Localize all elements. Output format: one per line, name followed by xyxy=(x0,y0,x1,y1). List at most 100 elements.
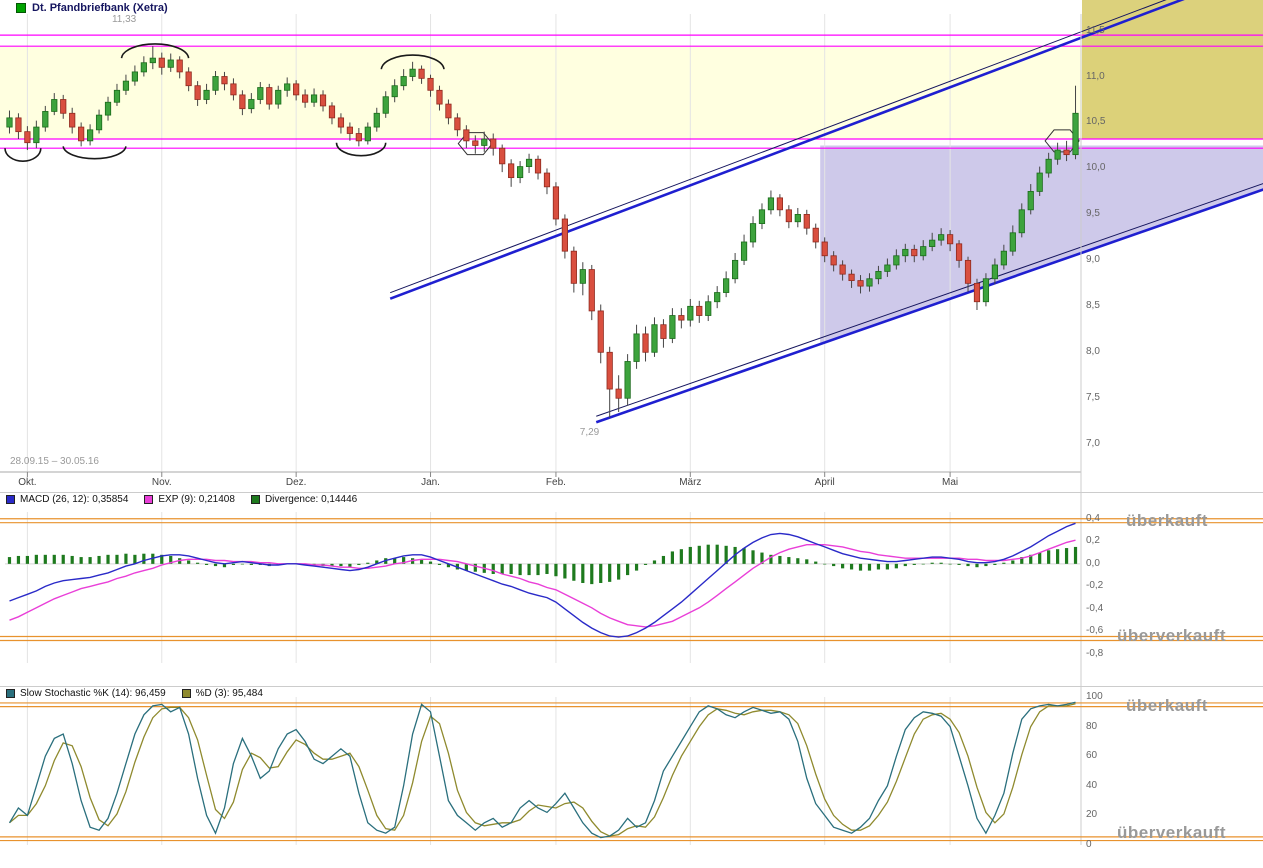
divergence-bar xyxy=(921,563,925,565)
divergence-bar xyxy=(419,559,424,564)
candle-down xyxy=(508,163,515,179)
divergence-bar xyxy=(984,563,988,567)
divergence-bar xyxy=(25,555,29,564)
candle-down xyxy=(955,243,963,261)
divergence-bar xyxy=(858,563,863,571)
candle-down xyxy=(552,186,560,220)
candle-down xyxy=(597,310,604,353)
candle-up xyxy=(284,83,291,91)
divergence-bar xyxy=(930,562,934,564)
candle-up xyxy=(651,324,658,353)
divergence-bar xyxy=(1047,550,1051,564)
stochastic-d-line xyxy=(9,703,1076,837)
divergence-bar xyxy=(697,545,701,564)
divergence-bar xyxy=(563,563,567,579)
candle-down xyxy=(158,57,165,68)
upper-trendline-thin xyxy=(390,0,1167,294)
candle-up xyxy=(866,278,873,287)
candle-down xyxy=(418,68,425,79)
candle-up xyxy=(42,111,49,128)
divergence-bar xyxy=(357,563,361,565)
divergence-bar xyxy=(124,553,128,564)
resistance-band xyxy=(0,46,1263,140)
divergence-bar xyxy=(742,548,746,564)
smile-arc-annotation xyxy=(335,142,387,157)
divergence-bar xyxy=(867,563,872,571)
candle-up xyxy=(633,333,640,362)
candle-up xyxy=(1027,191,1034,211)
divergence-bar xyxy=(500,563,504,574)
candle-down xyxy=(355,133,362,142)
candle-up xyxy=(669,315,676,339)
candle-up xyxy=(140,62,147,73)
divergence-bar xyxy=(1020,557,1024,564)
smile-arc-annotation xyxy=(62,146,127,160)
divergence-bar xyxy=(240,563,244,565)
divergence-bar xyxy=(473,563,477,572)
divergence-bar xyxy=(70,555,74,564)
candle-up xyxy=(248,99,255,110)
divergence-bar xyxy=(545,563,549,574)
candle-up xyxy=(624,361,631,399)
divergence-bar xyxy=(823,563,827,565)
candle-up xyxy=(794,213,801,223)
candle-up xyxy=(149,57,156,64)
divergence-bar xyxy=(715,544,719,564)
divergence-bar xyxy=(142,553,146,564)
candle-down xyxy=(176,59,183,73)
divergence-bar xyxy=(187,560,191,564)
divergence-bar xyxy=(706,544,710,564)
margin-khaki-band xyxy=(1082,0,1263,140)
candle-up xyxy=(275,89,282,105)
divergence-bar xyxy=(626,563,630,576)
candle-down xyxy=(588,269,595,312)
divergence-bar xyxy=(975,563,979,568)
divergence-bar xyxy=(169,555,173,564)
signal-line xyxy=(9,539,1076,628)
candle-down xyxy=(266,87,273,105)
divergence-bar xyxy=(79,557,83,564)
candle-up xyxy=(33,126,40,144)
divergence-bar xyxy=(16,555,21,564)
divergence-bar xyxy=(446,563,451,568)
divergence-bar xyxy=(115,554,119,564)
candle-down xyxy=(821,241,828,257)
candle-down xyxy=(69,112,76,128)
divergence-bar xyxy=(464,563,468,571)
candle-down xyxy=(911,248,918,257)
candle-up xyxy=(131,71,138,82)
candle-up xyxy=(1054,149,1061,160)
divergence-bar xyxy=(366,562,370,564)
candle-up xyxy=(875,270,882,280)
candle-up xyxy=(920,246,927,257)
divergence-bar xyxy=(832,563,836,567)
divergence-bar xyxy=(106,554,110,564)
divergence-bar xyxy=(661,555,666,564)
candle-down xyxy=(490,138,497,149)
divergence-bar xyxy=(912,563,916,565)
candle-down xyxy=(436,89,443,105)
candle-up xyxy=(758,209,766,224)
macd-panel xyxy=(0,512,1263,663)
divergence-bar xyxy=(769,554,773,564)
candle-up xyxy=(579,269,586,284)
candle-up xyxy=(364,126,371,142)
candle-up xyxy=(1036,172,1043,192)
divergence-bar xyxy=(849,563,854,570)
candle-down xyxy=(346,126,353,134)
candle-up xyxy=(87,129,94,142)
cap-arc-annotation xyxy=(120,43,190,59)
divergence-bar xyxy=(948,563,952,565)
candle-down xyxy=(445,103,452,119)
candle-down xyxy=(570,250,577,284)
candle-down xyxy=(830,255,837,266)
candle-down xyxy=(221,76,228,85)
candle-up xyxy=(310,94,318,103)
candle-down xyxy=(561,218,568,252)
divergence-bar xyxy=(885,563,889,570)
candle-down xyxy=(472,140,479,146)
candle-up xyxy=(1072,112,1079,156)
candle-down xyxy=(803,213,810,229)
macd-line xyxy=(9,522,1076,638)
